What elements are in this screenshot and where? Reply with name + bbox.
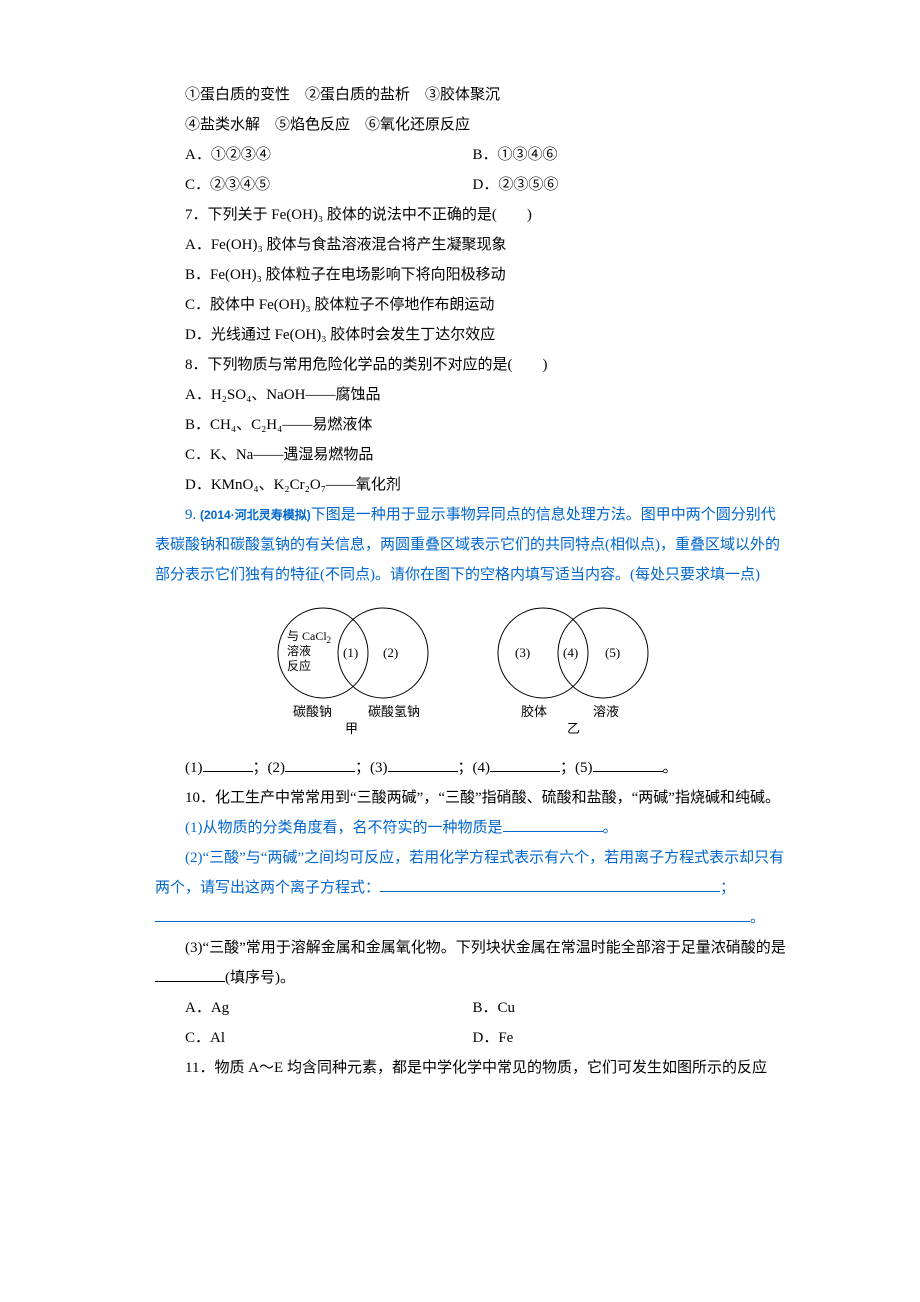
venn-left-caption: 甲 <box>345 721 358 736</box>
venn-cell-5: (5) <box>605 645 620 660</box>
q10-stem: 10．化工生产中常常用到“三酸两碱”，“三酸”指硝酸、硫酸和盐酸，“两碱”指烧碱… <box>155 783 790 813</box>
intro-opt-a: A．①②③④ <box>155 140 473 170</box>
q10-p1: (1)从物质的分类角度看，名不符实的一种物质是 。 <box>155 813 790 843</box>
q10-p2-end: 。 <box>750 910 765 926</box>
q10-p2: (2)“三酸”与“两碱”之间均可反应，若用化学方程式表示有六个，若用离子方程式表… <box>155 843 790 903</box>
q10-opt-d: D．Fe <box>473 1023 791 1053</box>
q9-figure: 与 CaCl2 溶液 反应 (1) (2) 碳酸钠 碳酸氢钠 甲 (3) (4)… <box>155 598 790 749</box>
q11-stem: 11．物质 A～E 均含同种元素，都是中学化学中常见的物质，它们可发生如图所示的… <box>155 1053 790 1083</box>
venn-right-caption: 乙 <box>567 721 580 736</box>
q9-blank-4 <box>490 755 560 773</box>
intro-opt-c: C．②③④⑤ <box>155 170 473 200</box>
venn-left-label-a: 碳酸钠 <box>293 704 332 719</box>
venn-cell-1: (1) <box>343 645 358 660</box>
q8-stem: 8．下列物质与常用危险化学品的类别不对应的是( ) <box>155 350 790 380</box>
venn-left-outer-3: 反应 <box>287 658 311 673</box>
venn-left-label-b: 碳酸氢钠 <box>368 704 420 719</box>
q8-b: B．CH₄、C₂H₄——易燃液体 <box>155 410 790 440</box>
venn-cell-2: (2) <box>383 645 398 660</box>
q10-p2-blank-2 <box>155 905 750 923</box>
q7-d: D．光线通过 Fe(OH)₃ 胶体时会发生丁达尔效应 <box>155 320 790 350</box>
q9-blank-2 <box>285 755 355 773</box>
q10-opt-a: A．Ag <box>155 993 473 1023</box>
q10-p3-text-b: (填序号)。 <box>225 970 295 986</box>
q10-p3-text-a: (3)“三酸”常用于溶解金属和金属氧化物。下列块状金属在常温时能全部溶于足量浓硝… <box>185 940 786 956</box>
q10-opt-b: B．Cu <box>473 993 791 1023</box>
venn-cell-4: (4) <box>563 645 578 660</box>
q9-stem: 9. (2014·河北灵寿模拟)下图是一种用于显示事物异同点的信息处理方法。图甲… <box>155 500 790 590</box>
q9-ans-end: 。 <box>663 760 678 776</box>
q10-p2-semi: ； <box>720 880 735 896</box>
q7-a: A．Fe(OH)₃ 胶体与食盐溶液混合将产生凝聚现象 <box>155 230 790 260</box>
venn-left-outer-1: 与 CaCl2 <box>287 629 331 645</box>
q9-number: 9 <box>185 507 193 523</box>
q10-p2-cont: 。 <box>155 903 790 933</box>
q10-p1-end: 。 <box>603 820 618 836</box>
intro-line-2: ④盐类水解 ⑤焰色反应 ⑥氧化还原反应 <box>155 110 790 140</box>
intro-line-1: ①蛋白质的变性 ②蛋白质的盐析 ③胶体聚沉 <box>155 80 790 110</box>
q9-blank-1 <box>203 755 253 773</box>
venn-diagram: 与 CaCl2 溶液 反应 (1) (2) 碳酸钠 碳酸氢钠 甲 (3) (4)… <box>243 598 703 738</box>
q8-d: D．KMnO₄、K₂Cr₂O₇——氧化剂 <box>155 470 790 500</box>
q10-opts-row2: C．Al D．Fe <box>155 1023 790 1053</box>
q9-ans-5-label: ；(5) <box>560 760 593 776</box>
venn-right-label-a: 胶体 <box>521 704 547 719</box>
q7-b: B．Fe(OH)₃ 胶体粒子在电场影响下将向阳极移动 <box>155 260 790 290</box>
q10-p1-blank <box>503 815 603 833</box>
intro-opts-row1: A．①②③④ B．①③④⑥ <box>155 140 790 170</box>
q10-p3-blank <box>155 965 225 983</box>
intro-opt-b: B．①③④⑥ <box>473 140 791 170</box>
q8-c: C．K、Na——遇湿易燃物品 <box>155 440 790 470</box>
intro-opts-row2: C．②③④⑤ D．②③⑤⑥ <box>155 170 790 200</box>
q9-blank-3 <box>388 755 458 773</box>
q9-ans-3-label: ；(3) <box>355 760 388 776</box>
q9-answers: (1) ；(2) ；(3) ；(4) ；(5) 。 <box>155 753 790 783</box>
venn-right-label-b: 溶液 <box>593 704 619 719</box>
intro-opt-d: D．②③⑤⑥ <box>473 170 791 200</box>
q7-c: C．胶体中 Fe(OH)₃ 胶体粒子不停地作布朗运动 <box>155 290 790 320</box>
q9-blank-5 <box>593 755 663 773</box>
venn-left-outer-2: 溶液 <box>287 643 311 658</box>
q9-ans-2-label: ；(2) <box>253 760 286 776</box>
q10-p2-blank-1 <box>380 875 720 893</box>
q9-source: (2014·河北灵寿模拟) <box>200 508 311 522</box>
q8-a: A．H₂SO₄、NaOH——腐蚀品 <box>155 380 790 410</box>
q7-stem: 7．下列关于 Fe(OH)₃ 胶体的说法中不正确的是( ) <box>155 200 790 230</box>
q10-p3: (3)“三酸”常用于溶解金属和金属氧化物。下列块状金属在常温时能全部溶于足量浓硝… <box>155 933 790 993</box>
q9-ans-1-label: (1) <box>185 760 203 776</box>
q10-opts-row1: A．Ag B．Cu <box>155 993 790 1023</box>
venn-cell-3: (3) <box>515 645 530 660</box>
q10-p1-text: (1)从物质的分类角度看，名不符实的一种物质是 <box>185 820 503 836</box>
q9-ans-4-label: ；(4) <box>458 760 491 776</box>
q10-opt-c: C．Al <box>155 1023 473 1053</box>
q9-dot: . <box>193 507 197 523</box>
